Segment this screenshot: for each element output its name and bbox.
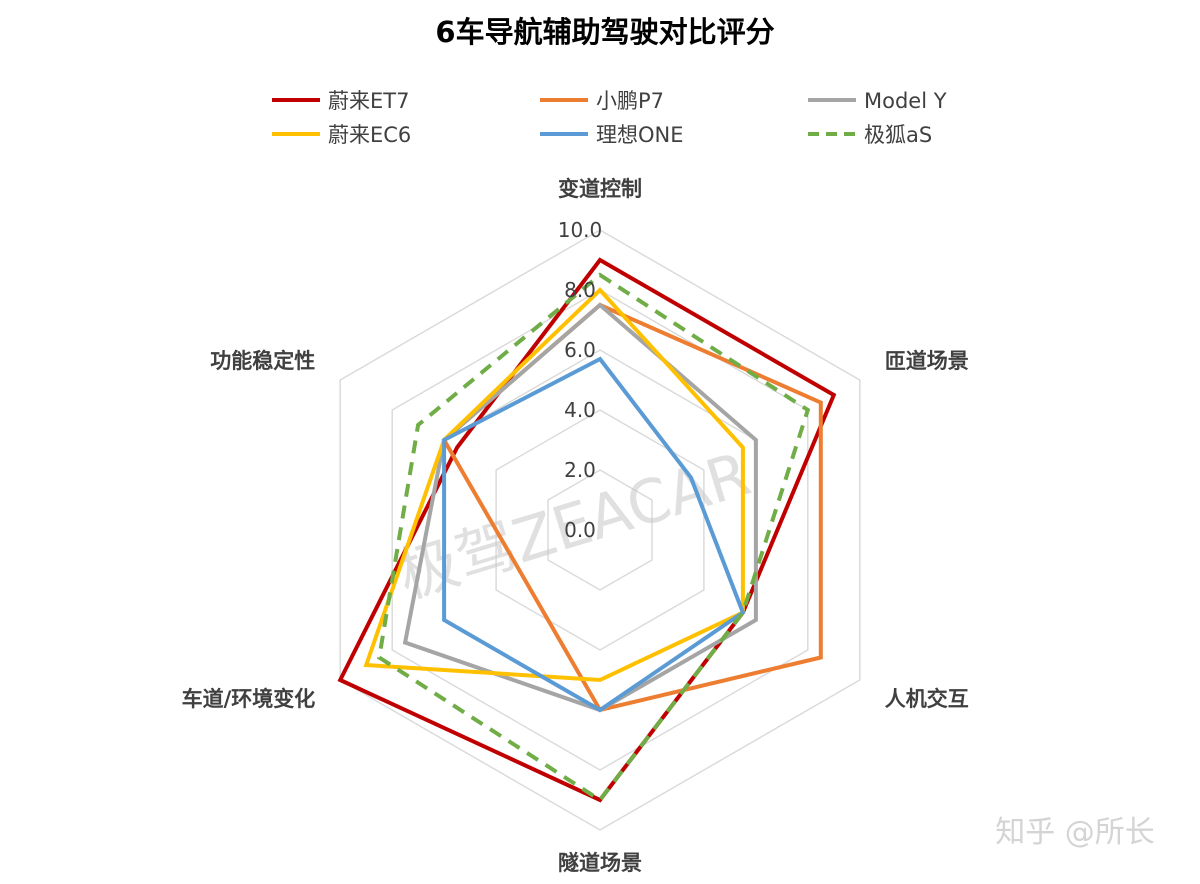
r-tick-label: 8.0 bbox=[564, 278, 596, 302]
grid-ring bbox=[339, 229, 861, 831]
series-line bbox=[377, 272, 811, 803]
series-layer bbox=[337, 257, 837, 803]
category-label: 车道/环境变化 bbox=[182, 687, 316, 711]
credit-text: 知乎 @所长 bbox=[995, 815, 1155, 850]
grid-ring bbox=[495, 409, 705, 651]
r-tick-label: 0.0 bbox=[564, 518, 596, 542]
legend-label: 极狐aS bbox=[864, 123, 932, 147]
category-label: 功能稳定性 bbox=[210, 349, 315, 373]
category-label: 隧道场景 bbox=[558, 851, 642, 875]
category-label: 匝道场景 bbox=[885, 349, 969, 373]
r-tick-label: 2.0 bbox=[564, 458, 596, 482]
legend-label: 理想ONE bbox=[596, 123, 684, 147]
series-line bbox=[442, 356, 746, 713]
grid-ring bbox=[547, 469, 653, 591]
legend-label: Model Y bbox=[864, 89, 947, 113]
category-label: 变道控制 bbox=[558, 177, 642, 201]
r-tick-label: 4.0 bbox=[564, 398, 596, 422]
series-line bbox=[337, 257, 837, 803]
r-tick-label: 10.0 bbox=[558, 218, 603, 242]
legend-label: 蔚来ET7 bbox=[328, 89, 409, 113]
r-tick-label: 6.0 bbox=[564, 338, 596, 362]
legend: 蔚来ET7 小鹏P7 Model Y 蔚来EC6 理想ONE 极狐aS bbox=[272, 89, 947, 147]
legend-label: 小鹏P7 bbox=[596, 89, 664, 113]
radial-tick-labels: 0.0 2.0 4.0 6.0 8.0 10.0 bbox=[558, 218, 603, 542]
legend-label: 蔚来EC6 bbox=[328, 123, 411, 147]
chart-title: 6车导航辅助驾驶对比评分 bbox=[435, 15, 774, 49]
category-label: 人机交互 bbox=[885, 687, 969, 711]
